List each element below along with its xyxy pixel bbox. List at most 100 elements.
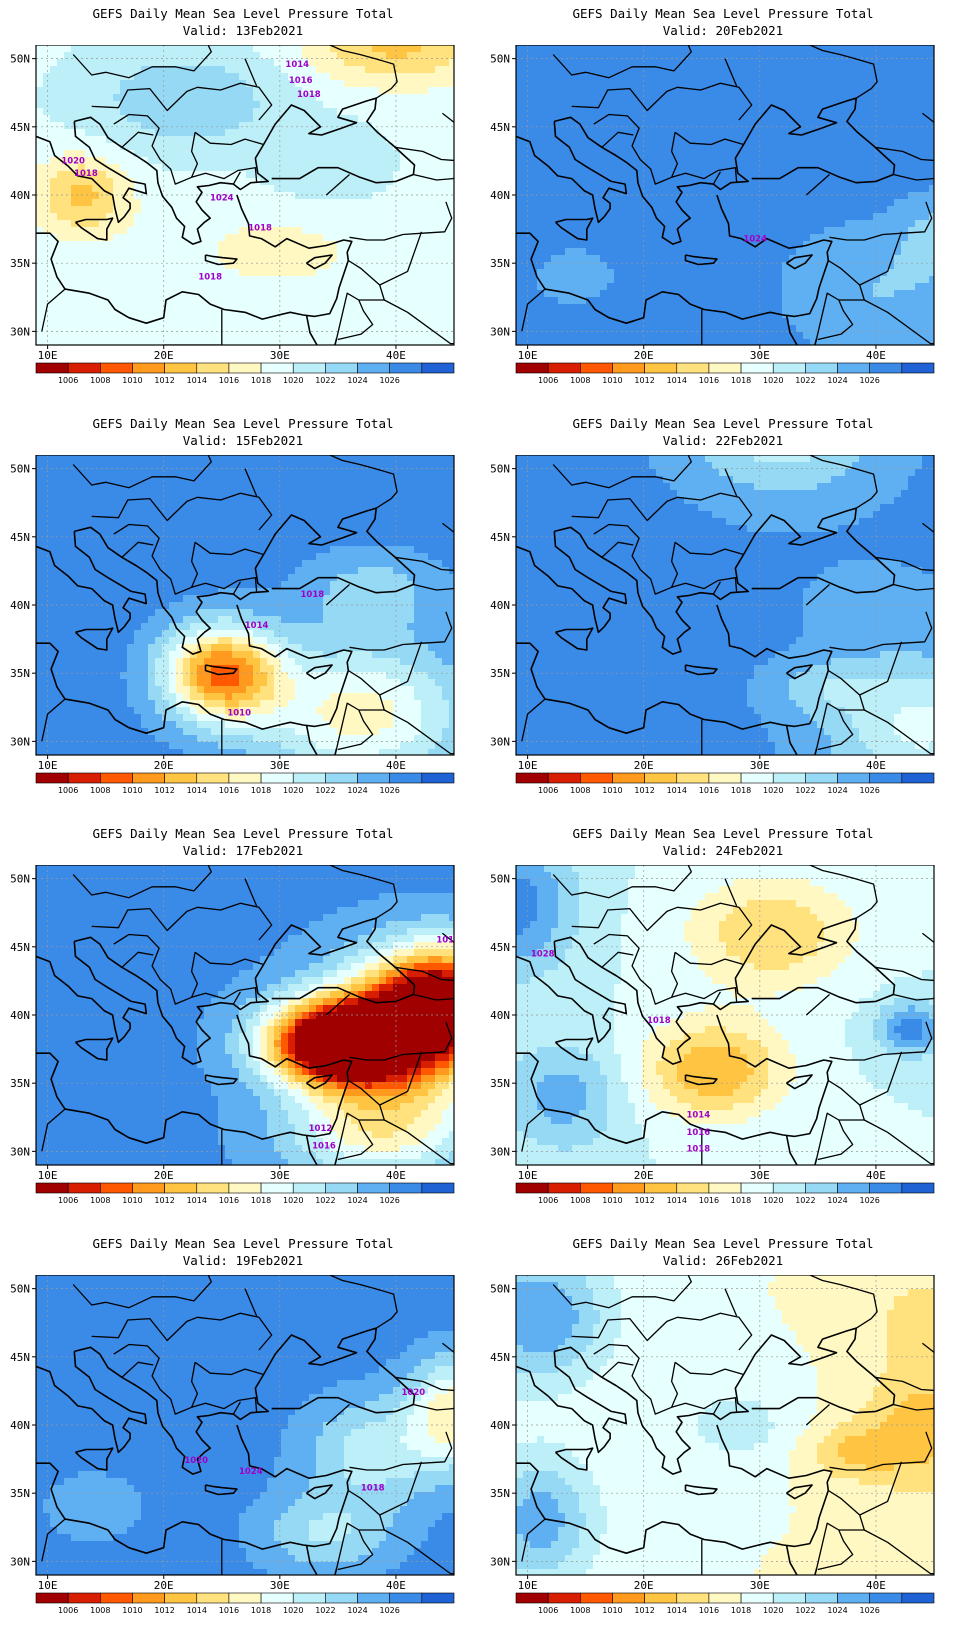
- map-panel-24feb: GEFS Daily Mean Sea Level Pressure Total…: [482, 820, 964, 1230]
- colorbar-label: 1014: [187, 376, 207, 385]
- lat-tick-label: 40N: [10, 189, 30, 202]
- colorbar-label: 1020: [283, 1196, 303, 1205]
- contour-label: 1016: [312, 1142, 336, 1152]
- colorbar-label: 1026: [380, 1196, 400, 1205]
- colorbar-label: 1018: [251, 1606, 271, 1615]
- lon-tick-label: 30E: [270, 1579, 290, 1592]
- colorbar-label: 1018: [251, 1196, 271, 1205]
- colorbar-label: 1008: [570, 786, 590, 795]
- pressure-map: 1020 1024 1018 1020 50N 45N 40N 35N 30N 10E 20E 30E…: [10, 1275, 455, 1615]
- colorbar-label: 1020: [283, 376, 303, 385]
- contour-label: 1018: [361, 1483, 385, 1493]
- colorbar-label: 1024: [347, 1606, 367, 1615]
- colorbar-label: 1020: [763, 376, 783, 385]
- panel-valid-date: Valid: 13Feb2021: [2, 23, 484, 39]
- colorbar-label: 1016: [699, 786, 719, 795]
- colorbar-label: 1026: [860, 1606, 880, 1615]
- panel-valid-date: Valid: 22Feb2021: [482, 433, 964, 449]
- lon-tick-label: 40E: [386, 1579, 406, 1592]
- colorbar-label: 1008: [570, 1196, 590, 1205]
- colorbar-label: 1026: [860, 1196, 880, 1205]
- panel-title: GEFS Daily Mean Sea Level Pressure Total: [482, 1236, 964, 1252]
- colorbar-label: 1012: [634, 1196, 654, 1205]
- panel-valid-date: Valid: 19Feb2021: [2, 1253, 484, 1269]
- lat-tick-label: 45N: [10, 941, 30, 954]
- pressure-map: 1014 1016 1018 1020 1018 1024 1018 1018 50N 45N 40…: [10, 45, 455, 385]
- colorbar: 1006 1008 1010 1012 1014 1016 1018 1020 1022 1024…: [35, 362, 455, 385]
- lat-tick-label: 50N: [490, 53, 510, 66]
- contour-label: 1012: [309, 1124, 333, 1134]
- colorbar-label: 1008: [90, 1606, 110, 1615]
- colorbar-label: 1010: [602, 1196, 622, 1205]
- lat-tick-label: 35N: [10, 667, 30, 680]
- panel-valid-date: Valid: 26Feb2021: [482, 1253, 964, 1269]
- contour-label: 1024: [743, 234, 767, 244]
- panel-valid-date: Valid: 15Feb2021: [2, 433, 484, 449]
- lat-tick-label: 30N: [490, 1555, 510, 1568]
- colorbar: 1006 1008 1010 1012 1014 1016 1018 1020 1022 1024…: [515, 772, 935, 795]
- colorbar-label: 1006: [58, 376, 78, 385]
- lon-tick-label: 20E: [154, 1169, 174, 1182]
- colorbar-label: 1026: [860, 376, 880, 385]
- map-panel-19feb: GEFS Daily Mean Sea Level Pressure Total…: [2, 1230, 484, 1640]
- colorbar-label: 1006: [538, 1606, 558, 1615]
- colorbar-label: 1010: [122, 1606, 142, 1615]
- contour-label: 1024: [210, 193, 234, 203]
- colorbar-label: 1016: [699, 1196, 719, 1205]
- colorbar-label: 1016: [219, 786, 239, 795]
- colorbar-label: 1006: [58, 1196, 78, 1205]
- colorbar-label: 1022: [315, 786, 335, 795]
- colorbar-label: 1014: [187, 1196, 207, 1205]
- lat-tick-label: 50N: [490, 1283, 510, 1296]
- colorbar: 1006 1008 1010 1012 1014 1016 1018 1020 1022 1024…: [35, 1182, 455, 1205]
- colorbar-label: 1008: [570, 1606, 590, 1615]
- lat-tick-label: 50N: [10, 1283, 30, 1296]
- lat-tick-label: 40N: [10, 1419, 30, 1432]
- colorbar-label: 1020: [283, 1606, 303, 1615]
- colorbar-label: 1012: [154, 376, 174, 385]
- colorbar: 1006 1008 1010 1012 1014 1016 1018 1020 1022 1024…: [35, 1592, 455, 1615]
- lat-tick-label: 30N: [10, 1145, 30, 1158]
- panel-title: GEFS Daily Mean Sea Level Pressure Total: [2, 416, 484, 432]
- lat-tick-label: 50N: [490, 463, 510, 476]
- map-panel-13feb: GEFS Daily Mean Sea Level Pressure Total…: [2, 0, 484, 410]
- colorbar-label: 1016: [699, 376, 719, 385]
- lat-tick-label: 40N: [490, 599, 510, 612]
- colorbar-label: 1006: [538, 786, 558, 795]
- lat-tick-label: 45N: [10, 1351, 30, 1364]
- colorbar-label: 1022: [315, 376, 335, 385]
- colorbar: 1006 1008 1010 1012 1014 1016 1018 1020 1022 1024…: [35, 772, 455, 795]
- colorbar-label: 1026: [380, 376, 400, 385]
- colorbar-label: 1012: [154, 1606, 174, 1615]
- colorbar-label: 1018: [731, 376, 751, 385]
- colorbar-label: 1014: [187, 1606, 207, 1615]
- colorbar: 1006 1008 1010 1012 1014 1016 1018 1020 1022 1024…: [515, 1592, 935, 1615]
- colorbar-label: 1016: [219, 1606, 239, 1615]
- contour-label: 1016: [686, 1128, 710, 1138]
- lat-tick-label: 35N: [10, 257, 30, 270]
- contour-label: 1020: [61, 157, 85, 167]
- panel-title: GEFS Daily Mean Sea Level Pressure Total: [2, 6, 484, 22]
- map-panel-26feb: GEFS Daily Mean Sea Level Pressure Total…: [482, 1230, 964, 1640]
- colorbar-label: 1018: [731, 786, 751, 795]
- contour-label: 1028: [531, 949, 555, 959]
- colorbar-label: 1014: [667, 376, 687, 385]
- colorbar-label: 1006: [58, 786, 78, 795]
- colorbar-label: 1016: [219, 376, 239, 385]
- colorbar-label: 1026: [380, 786, 400, 795]
- contour-label: 1024: [239, 1467, 263, 1477]
- lat-tick-label: 30N: [490, 735, 510, 748]
- colorbar-label: 1022: [315, 1196, 335, 1205]
- colorbar-label: 1024: [347, 1196, 367, 1205]
- colorbar-label: 1024: [827, 1196, 847, 1205]
- contour-label: 1018: [686, 1144, 710, 1154]
- colorbar-label: 1008: [90, 1196, 110, 1205]
- colorbar-label: 1024: [827, 1606, 847, 1615]
- lon-tick-label: 40E: [386, 759, 406, 772]
- colorbar-label: 1012: [634, 376, 654, 385]
- colorbar-label: 1008: [570, 376, 590, 385]
- lon-tick-label: 10E: [518, 759, 538, 772]
